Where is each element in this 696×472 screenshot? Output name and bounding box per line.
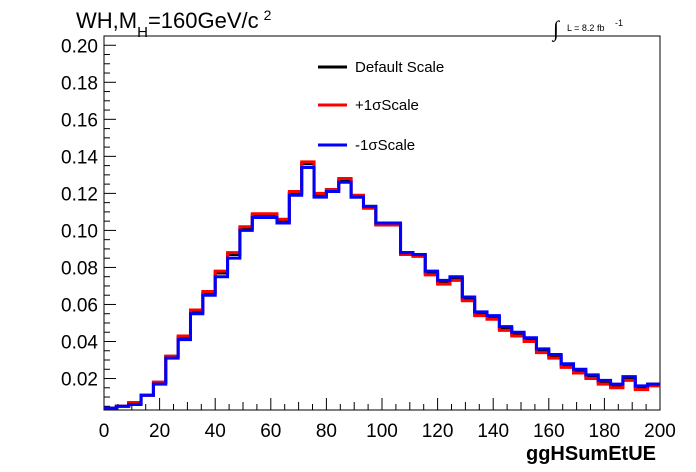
series-minus-1sigma-scale xyxy=(104,165,660,410)
x-tick-label: 40 xyxy=(205,421,226,442)
x-tick-label: 0 xyxy=(99,421,110,442)
y-tick-label: 0.02 xyxy=(61,370,98,391)
legend-item-plus: +1σScale xyxy=(318,97,419,114)
luminosity-label: ∫ L = 8.2 fb -1 xyxy=(551,16,623,42)
legend-label-minus: -1σScale xyxy=(355,137,415,154)
title-superscript: 2 xyxy=(264,7,272,23)
x-axis-title: ggHSumEtUE xyxy=(526,443,656,465)
y-tick-label: 0.14 xyxy=(61,147,98,168)
x-axis: 0 20 40 60 80 100 120 140 160 180 200 xyxy=(99,398,676,442)
series-layer xyxy=(104,160,660,410)
x-tick-label: 100 xyxy=(366,421,398,442)
legend-label-plus: +1σScale xyxy=(355,97,419,114)
y-axis: 0.02 0.04 0.06 0.08 0.10 0.12 0.14 0.16 0.18 0.20 xyxy=(61,36,116,407)
integral-symbol: ∫ xyxy=(551,16,561,42)
y-tick-label: 0.20 xyxy=(61,36,98,57)
title-rest: =160GeV/c xyxy=(148,8,259,33)
y-tick-label: 0.12 xyxy=(61,184,98,205)
x-tick-label: 120 xyxy=(422,421,454,442)
y-tick-label: 0.08 xyxy=(61,258,98,279)
title-subscript: H xyxy=(137,24,148,41)
y-tick-label: 0.18 xyxy=(61,73,98,94)
legend-item-minus: -1σScale xyxy=(318,137,415,154)
legend: Default Scale +1σScale -1σScale xyxy=(318,59,444,154)
x-tick-label: 160 xyxy=(533,421,565,442)
x-tick-label: 180 xyxy=(589,421,621,442)
legend-item-default: Default Scale xyxy=(318,59,444,76)
plot-title: WH,MH=160GeV/c 2 xyxy=(76,7,272,41)
series-plus-1sigma-scale xyxy=(104,160,660,410)
y-tick-label: 0.04 xyxy=(61,332,98,353)
y-tick-label: 0.06 xyxy=(61,295,98,316)
x-tick-label: 60 xyxy=(260,421,281,442)
title-prefix: WH,M xyxy=(76,8,137,33)
luminosity-superscript: -1 xyxy=(615,18,623,28)
x-tick-label: 140 xyxy=(477,421,509,442)
y-tick-label: 0.10 xyxy=(61,221,98,242)
x-tick-label: 80 xyxy=(316,421,337,442)
luminosity-text: L = 8.2 fb xyxy=(567,23,604,33)
x-tick-label: 200 xyxy=(644,421,676,442)
y-tick-label: 0.16 xyxy=(61,110,98,131)
x-tick-label: 20 xyxy=(149,421,170,442)
legend-label-default: Default Scale xyxy=(355,59,444,76)
